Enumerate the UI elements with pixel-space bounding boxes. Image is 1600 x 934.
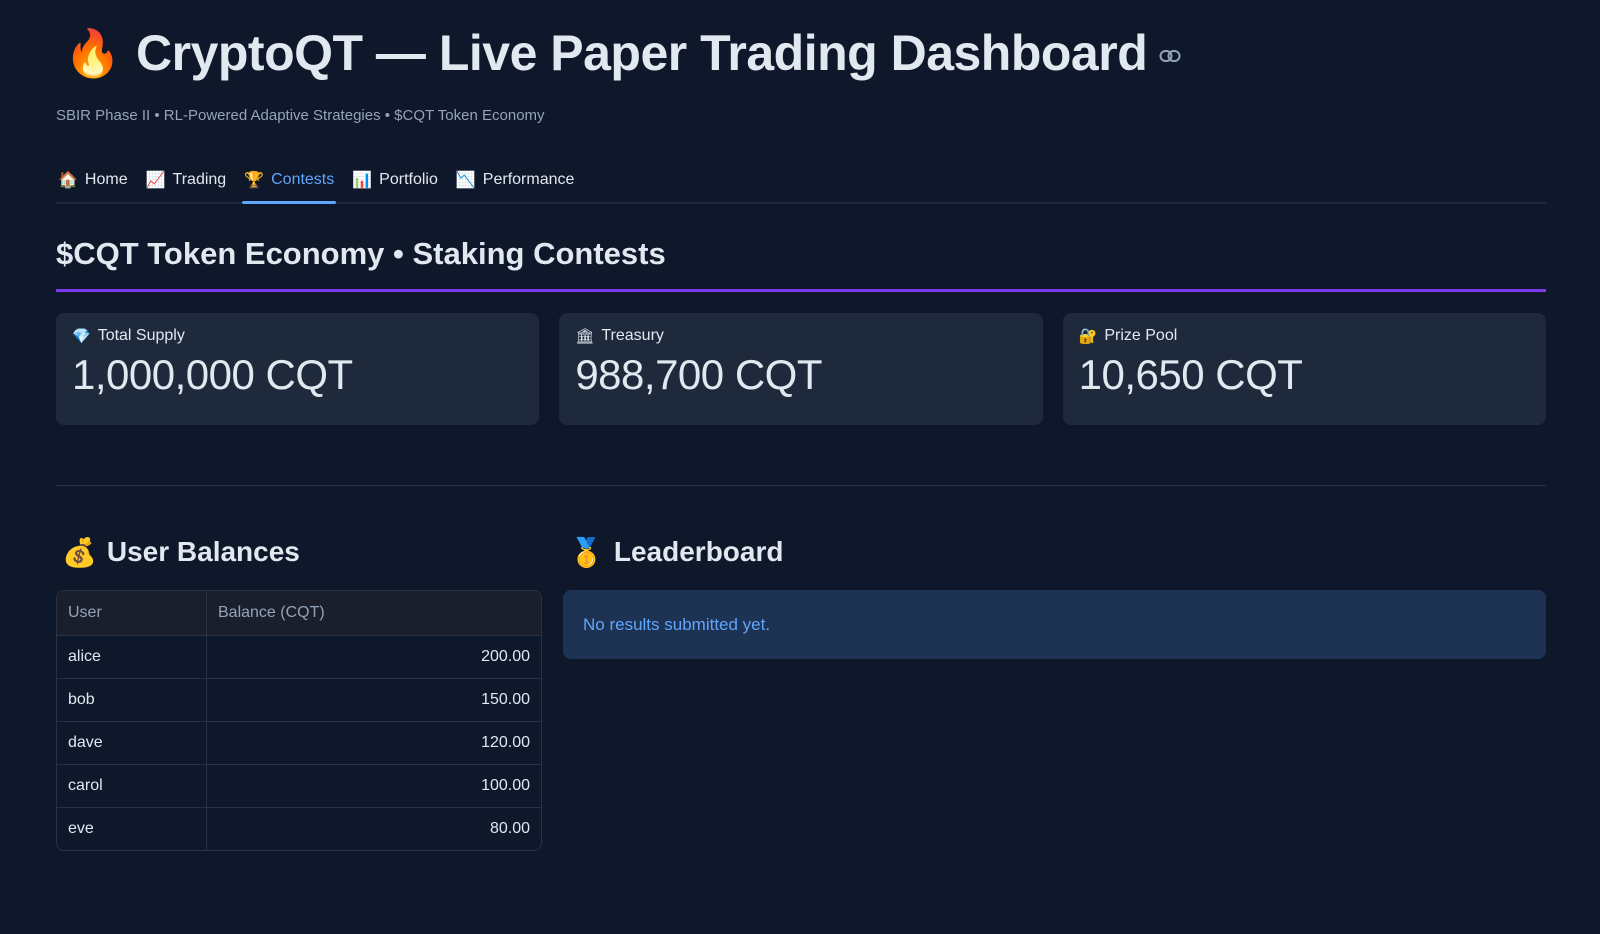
house-icon: 🏠 (58, 172, 78, 189)
tab-bar: 🏠 Home 📈 Trading 🏆 Contests 📊 Portfolio … (56, 158, 1546, 204)
column-header-balance[interactable]: Balance (CQT) (218, 604, 325, 621)
page-header: 🔥 CryptoQT — Live Paper Trading Dashboar… (56, 18, 1181, 88)
metric-value: 10,650 CQT (1078, 351, 1303, 398)
metric-value: 988,700 CQT (575, 351, 822, 398)
cell-user[interactable]: bob (57, 679, 207, 721)
horizontal-divider (56, 485, 1546, 486)
column-header-user[interactable]: User (57, 591, 207, 635)
chart-up-icon: 📈 (145, 172, 166, 189)
table-row: eve 80.00 (57, 807, 541, 850)
table-row: dave 120.00 (57, 721, 541, 764)
metric-label: Prize Pool (1104, 327, 1178, 344)
cell-balance[interactable]: 120.00 (481, 734, 530, 751)
tab-trading[interactable]: 📈 Trading (144, 158, 229, 202)
table-row: carol 100.00 (57, 764, 541, 807)
leaderboard-heading: 🥇 Leaderboard (569, 536, 784, 568)
tab-home[interactable]: 🏠 Home (56, 158, 130, 202)
tab-label: Performance (482, 171, 575, 188)
cell-balance[interactable]: 80.00 (489, 820, 530, 837)
section-title: $CQT Token Economy • Staking Contests (56, 236, 666, 271)
cell-balance[interactable]: 150.00 (481, 691, 530, 708)
metrics-row: 💎 Total Supply 1,000,000 CQT 🏛 Treasury … (56, 313, 1546, 425)
leaderboard-section: 🥇 Leaderboard No results submitted yet. (563, 532, 1546, 659)
tab-label: Home (84, 171, 128, 188)
table-row: bob 150.00 (57, 678, 541, 721)
table-header-row: User Balance (CQT) (57, 591, 541, 635)
metric-value: 1,000,000 CQT (72, 351, 353, 398)
lock-key-icon: 🔐 (1078, 328, 1098, 345)
tab-performance[interactable]: 📉 Performance (454, 158, 577, 202)
metric-treasury: 🏛 Treasury 988,700 CQT (559, 313, 1043, 425)
tab-portfolio[interactable]: 📊 Portfolio (350, 158, 440, 202)
medal-icon: 🥇 (569, 536, 604, 568)
chart-down-icon: 📉 (455, 172, 476, 189)
cell-user[interactable]: alice (57, 636, 207, 678)
metric-total-supply: 💎 Total Supply 1,000,000 CQT (56, 313, 540, 425)
balances-table[interactable]: User Balance (CQT) alice 200.00 bob 150.… (56, 590, 542, 851)
bar-chart-icon: 📊 (352, 172, 373, 189)
user-balances-heading: 💰 User Balances (62, 536, 300, 568)
gem-icon: 💎 (72, 328, 91, 345)
section-divider (56, 289, 1546, 292)
tab-contests[interactable]: 🏆 Contests (242, 158, 337, 204)
cell-user[interactable]: carol (57, 765, 207, 807)
metric-prize-pool: 🔐 Prize Pool 10,650 CQT (1062, 313, 1546, 425)
user-balances-section: 💰 User Balances User Balance (CQT) alice… (56, 532, 542, 851)
tab-label: Contests (271, 171, 335, 188)
table-row: alice 200.00 (57, 635, 541, 678)
tab-label: Portfolio (379, 171, 438, 188)
tab-label: Trading (172, 171, 227, 188)
cell-user[interactable]: eve (57, 808, 207, 850)
metric-label: Total Supply (97, 327, 185, 344)
link-icon[interactable] (1159, 46, 1181, 69)
fire-icon: 🔥 (64, 26, 122, 79)
page-subtitle: SBIR Phase II • RL-Powered Adaptive Stra… (56, 107, 545, 124)
cell-user[interactable]: dave (57, 722, 207, 764)
page-title: CryptoQT — Live Paper Trading Dashboard (136, 25, 1148, 81)
bank-icon: 🏛 (575, 328, 595, 345)
cell-balance[interactable]: 100.00 (481, 777, 530, 794)
money-bag-icon: 💰 (62, 536, 97, 568)
leaderboard-empty-notice: No results submitted yet. (563, 590, 1546, 659)
metric-label: Treasury (601, 327, 664, 344)
cell-balance[interactable]: 200.00 (481, 648, 530, 665)
trophy-icon: 🏆 (244, 172, 265, 189)
